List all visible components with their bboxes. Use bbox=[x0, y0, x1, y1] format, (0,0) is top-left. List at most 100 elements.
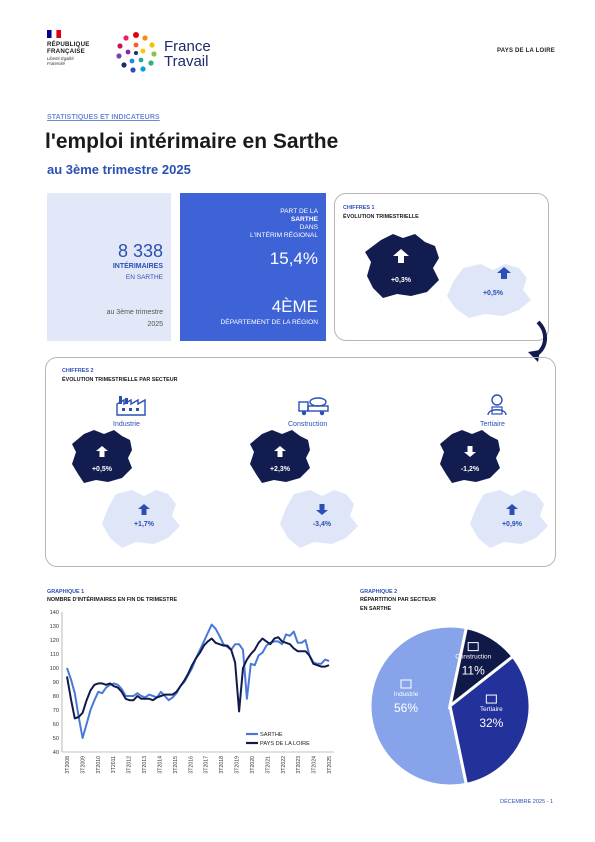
tertiaire-region-value: +0,9% bbox=[501, 521, 523, 528]
worker-icon bbox=[485, 694, 497, 704]
pie-category-label: Construction bbox=[455, 654, 491, 661]
sector-label-industrie: Industrie bbox=[113, 421, 140, 428]
y-tick-label: 70 bbox=[53, 708, 59, 714]
x-tick-label: 3T2018 bbox=[219, 756, 225, 774]
headcount-card: 8 338 INTÉRIMAIRES EN SARTHE au 3ème tri… bbox=[47, 193, 171, 341]
factory-icon bbox=[116, 396, 146, 416]
graph2-subtitle-line1: RÉPARTITION PAR SECTEUR bbox=[360, 597, 436, 603]
rf-line1: RÉPUBLIQUE bbox=[47, 41, 90, 48]
x-tick-label: 3T2009 bbox=[80, 756, 86, 774]
chiffres1-subtitle: ÉVOLUTION TRIMESTRIELLE bbox=[343, 214, 419, 220]
section-kicker: STATISTIQUES ET INDICATEURS bbox=[47, 114, 160, 121]
y-tick-label: 40 bbox=[53, 750, 59, 756]
x-tick-label: 3T2021 bbox=[265, 756, 271, 774]
y-tick-label: 140 bbox=[50, 610, 59, 616]
arrow-up-icon bbox=[497, 267, 511, 279]
x-tick-label: 3T2019 bbox=[235, 756, 241, 774]
y-tick-label: 60 bbox=[53, 722, 59, 728]
headcount-period: au 3ème trimestre 2025 bbox=[63, 307, 163, 331]
x-tick-label: 3T2023 bbox=[296, 756, 302, 774]
page-subtitle: au 3ème trimestre 2025 bbox=[47, 162, 191, 177]
page-title: l'emploi intérimaire en Sarthe bbox=[45, 130, 339, 153]
headcount-sublabel: EN SARTHE bbox=[125, 274, 163, 281]
marianne-flag-icon bbox=[47, 30, 61, 38]
y-tick-label: 80 bbox=[53, 694, 59, 700]
arrow-down-icon bbox=[464, 446, 476, 457]
rank-value: 4ÈME bbox=[271, 297, 318, 316]
legend-label: SARTHE bbox=[260, 732, 283, 738]
x-tick-label: 3T2010 bbox=[96, 756, 102, 774]
pie-value-label: 32% bbox=[479, 716, 503, 730]
pie-category-label: Tertiaire bbox=[480, 706, 503, 713]
arrow-up-icon bbox=[274, 446, 286, 457]
rf-motto: Liberté Égalité Fraternité bbox=[47, 56, 74, 66]
headcount-value: 8 338 bbox=[117, 241, 163, 261]
x-tick-label: 3T2014 bbox=[157, 756, 163, 774]
x-tick-label: 3T2025 bbox=[327, 756, 333, 774]
chiffres1-panel: CHIFFRES 1 ÉVOLUTION TRIMESTRIELLE +0,3%… bbox=[334, 193, 549, 341]
france-travail-logo: France Travail bbox=[112, 30, 222, 74]
x-tick-label: 3T2016 bbox=[188, 756, 194, 774]
region-map bbox=[447, 264, 531, 318]
curved-arrow-icon bbox=[528, 320, 547, 362]
line-chart: 40 50 60 70 80 90 100 110 120 130 140 3T2008 3T2009 3… bbox=[50, 610, 334, 774]
sector-label-tertiaire: Tertiaire bbox=[480, 421, 505, 428]
chiffres1-title: CHIFFRES 1 bbox=[343, 205, 375, 211]
construction-region-value: -3,4% bbox=[312, 521, 332, 528]
chiffres2-title: CHIFFRES 2 bbox=[62, 368, 94, 374]
arrow-up-icon bbox=[96, 446, 108, 457]
page-footer: DÉCEMBRE 2025 - 1 bbox=[500, 799, 553, 805]
x-tick-label: 3T2012 bbox=[127, 756, 133, 774]
france-travail-dots-icon bbox=[116, 32, 157, 73]
rank-label: DÉPARTEMENT DE LA RÉGION bbox=[220, 319, 318, 326]
x-tick-label: 3T2020 bbox=[250, 756, 256, 774]
share-card: PART DE LA SARTHE DANS L'INTÉRIM RÉGIONA… bbox=[180, 193, 326, 341]
graph2-subtitle-line2: EN SARTHE bbox=[360, 606, 392, 612]
rf-line2: FRANÇAISE bbox=[47, 48, 85, 55]
department-map bbox=[365, 234, 439, 298]
tertiaire-dept-value: -1,2% bbox=[460, 466, 480, 473]
brand-line1: France bbox=[164, 38, 211, 55]
headcount-period-line2: 2025 bbox=[147, 321, 163, 328]
pie-category-label: Industrie bbox=[394, 691, 419, 698]
y-tick-label: 130 bbox=[50, 624, 59, 630]
y-tick-label: 90 bbox=[53, 680, 59, 686]
y-tick-label: 50 bbox=[53, 736, 59, 742]
chiffres2-panel: CHIFFRES 2 ÉVOLUTION TRIMESTRIELLE PAR S… bbox=[45, 357, 556, 567]
region-label: PAYS DE LA LOIRE bbox=[497, 48, 555, 54]
truck-icon bbox=[298, 397, 329, 416]
worker-icon bbox=[487, 394, 507, 416]
share-label-line4: L'INTÉRIM RÉGIONAL bbox=[250, 232, 318, 239]
factory-icon bbox=[400, 679, 412, 689]
republique-francaise-logo: RÉPUBLIQUE FRANÇAISE Liberté Égalité Fra… bbox=[47, 30, 107, 76]
truck-icon bbox=[467, 642, 479, 652]
arrow-down-icon bbox=[316, 504, 328, 515]
chiffres1-region-value: +0,5% bbox=[482, 290, 504, 297]
arrow-up-icon bbox=[393, 249, 409, 263]
legend-label: PAYS DE LA LOIRE bbox=[260, 741, 310, 747]
industrie-dept-value: +0,5% bbox=[91, 466, 113, 473]
construction-dept-value: +2,3% bbox=[269, 466, 291, 473]
x-tick-label: 3T2013 bbox=[142, 756, 148, 774]
series-line-sarthe bbox=[66, 623, 330, 739]
graph2-heading: GRAPHIQUE 2 bbox=[360, 589, 398, 595]
construction-region-map bbox=[280, 490, 358, 548]
graph1-subtitle: NOMBRE D'INTÉRIMAIRES EN FIN DE TRIMESTR… bbox=[47, 597, 178, 603]
x-tick-label: 3T2024 bbox=[312, 756, 318, 774]
arrow-up-icon bbox=[506, 504, 518, 515]
x-tick-label: 3T2022 bbox=[281, 756, 287, 774]
industrie-region-value: +1,7% bbox=[133, 521, 155, 528]
graph1-heading: GRAPHIQUE 1 bbox=[47, 589, 85, 595]
x-tick-label: 3T2008 bbox=[65, 756, 71, 774]
industrie-region-map bbox=[102, 490, 180, 548]
x-tick-label: 3T2015 bbox=[173, 756, 179, 774]
x-tick-label: 3T2017 bbox=[204, 756, 210, 774]
pie-value-label: 56% bbox=[394, 701, 418, 715]
sector-label-construction: Construction bbox=[288, 421, 328, 428]
series-line-pays-de-la-loire bbox=[66, 636, 330, 720]
x-tick-label: 3T2011 bbox=[111, 756, 117, 773]
y-tick-label: 100 bbox=[50, 666, 59, 672]
pie-slice-industrie bbox=[368, 624, 469, 788]
chiffres1-dept-value: +0,3% bbox=[390, 277, 412, 284]
share-label-line3: DANS bbox=[299, 224, 318, 231]
